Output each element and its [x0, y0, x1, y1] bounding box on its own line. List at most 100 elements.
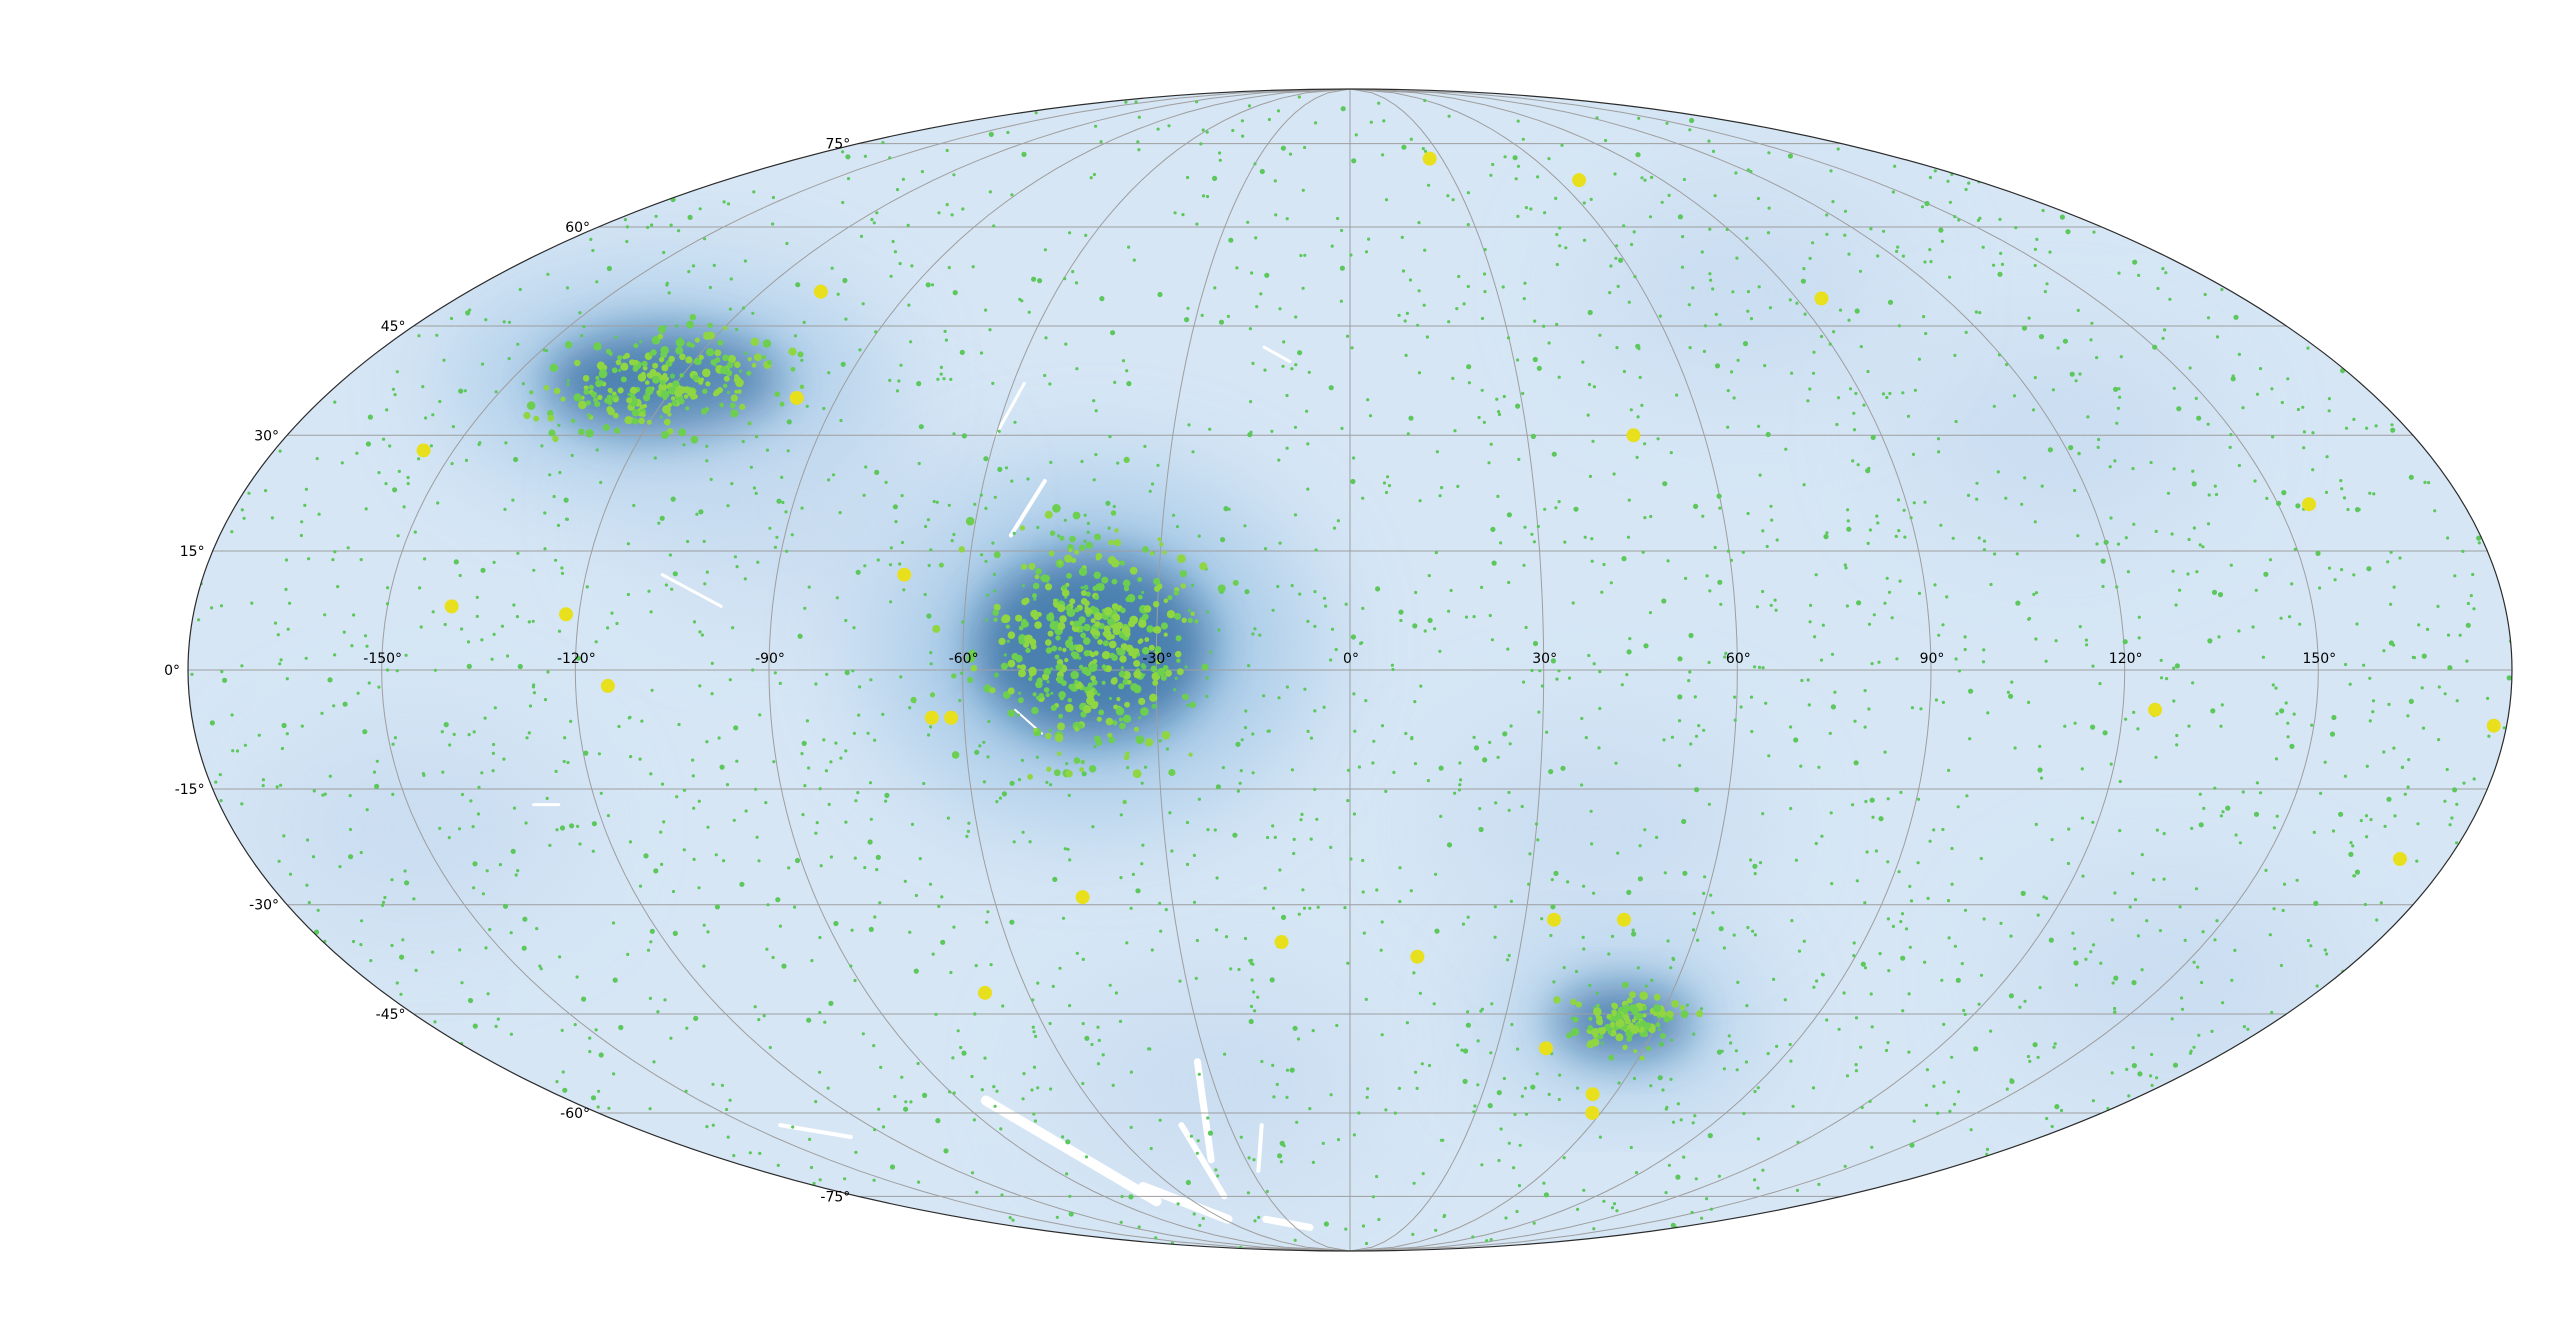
- star-point: [1299, 253, 1303, 258]
- star-point: [1181, 213, 1185, 217]
- star-point: [1631, 928, 1635, 932]
- star-point: [1043, 373, 1047, 378]
- star-point: [472, 886, 476, 890]
- star-point: [1427, 1063, 1432, 1068]
- star-point: [2225, 805, 2231, 811]
- star-point: [758, 1151, 762, 1155]
- cluster-point: [951, 673, 957, 679]
- star-point: [1052, 876, 1058, 883]
- star-point: [1191, 450, 1195, 454]
- star-point: [952, 290, 958, 296]
- star-point: [2005, 1087, 2009, 1091]
- star-point: [1981, 245, 1985, 249]
- star-point: [936, 377, 940, 381]
- star-point: [1447, 320, 1451, 324]
- star-point: [1112, 504, 1116, 509]
- star-point: [1626, 889, 1632, 896]
- star-point: [1456, 1043, 1460, 1047]
- star-point: [438, 826, 442, 831]
- star-point: [1517, 1184, 1522, 1188]
- bright-star-point: [1572, 173, 1587, 188]
- star-point: [1726, 389, 1730, 393]
- star-point: [881, 141, 885, 145]
- star-point: [1336, 519, 1340, 523]
- star-point: [1610, 1206, 1615, 1210]
- star-point: [850, 928, 854, 932]
- star-point: [2137, 273, 2141, 277]
- star-point: [1335, 1023, 1339, 1028]
- star-point: [1937, 633, 1941, 637]
- cluster-point: [1055, 635, 1061, 641]
- star-point: [1028, 840, 1032, 844]
- star-point: [1184, 665, 1188, 669]
- cluster-point: [730, 394, 738, 402]
- star-point: [1488, 613, 1492, 618]
- star-point: [599, 480, 603, 484]
- star-point: [1375, 1174, 1379, 1179]
- cluster-point: [671, 400, 678, 407]
- star-point: [973, 1012, 977, 1016]
- star-point: [2119, 355, 2123, 359]
- star-point: [2097, 437, 2101, 442]
- star-point: [1542, 324, 1546, 328]
- cluster-point: [1232, 579, 1239, 586]
- star-point: [1349, 857, 1353, 861]
- star-point: [1049, 1087, 1053, 1091]
- star-point: [993, 1104, 997, 1108]
- star-point: [1300, 812, 1304, 817]
- star-point: [1812, 985, 1816, 989]
- star-point: [1532, 540, 1536, 544]
- star-point: [288, 601, 292, 605]
- star-point: [243, 743, 247, 747]
- star-point: [1885, 576, 1889, 580]
- star-point: [1240, 119, 1244, 123]
- star-point: [948, 1090, 952, 1094]
- cluster-point: [1152, 679, 1159, 686]
- star-point: [1313, 787, 1317, 792]
- star-point: [1573, 506, 1579, 512]
- star-point: [2032, 1042, 2038, 1048]
- star-point: [1237, 967, 1241, 972]
- star-point: [597, 752, 602, 756]
- cluster-point: [620, 376, 627, 383]
- star-point: [2036, 913, 2040, 917]
- star-point: [1968, 688, 1974, 694]
- star-point: [2215, 335, 2220, 339]
- cluster-point: [1058, 560, 1063, 565]
- cluster-point: [1591, 1038, 1600, 1047]
- star-point: [1567, 676, 1572, 680]
- cluster-point: [966, 654, 975, 663]
- cluster-point: [1135, 735, 1145, 744]
- coverage-gap: [1256, 1123, 1264, 1173]
- star-point: [1375, 888, 1379, 892]
- cluster-point: [1639, 1055, 1645, 1061]
- star-point: [1173, 211, 1177, 215]
- star-point: [1590, 537, 1594, 541]
- star-point: [993, 672, 1000, 678]
- star-point: [1982, 539, 1987, 543]
- star-point: [899, 675, 903, 679]
- star-point: [1322, 596, 1327, 600]
- star-point: [1609, 264, 1613, 268]
- star-point: [873, 738, 877, 742]
- star-point: [516, 551, 520, 555]
- star-point: [1408, 278, 1413, 282]
- star-point: [2059, 214, 2065, 220]
- cluster-point: [1057, 622, 1066, 631]
- star-point: [656, 1010, 660, 1014]
- cluster-point: [1611, 1009, 1617, 1015]
- star-point: [930, 283, 935, 287]
- star-point: [484, 946, 488, 950]
- star-point: [1307, 370, 1311, 374]
- star-point: [1621, 556, 1627, 562]
- star-point: [1299, 818, 1303, 822]
- star-point: [1802, 483, 1806, 487]
- cluster-point: [686, 320, 694, 329]
- cluster-point: [679, 353, 686, 361]
- cluster-point: [629, 386, 638, 395]
- star-point: [1195, 100, 1199, 104]
- star-point: [1906, 414, 1911, 418]
- star-point: [2047, 447, 2053, 453]
- star-point: [902, 588, 906, 592]
- star-point: [909, 1100, 913, 1104]
